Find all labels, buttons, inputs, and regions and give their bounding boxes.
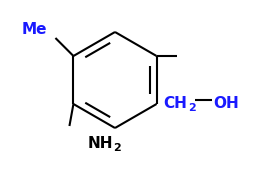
Text: Me: Me — [22, 22, 48, 37]
Text: NH: NH — [88, 136, 114, 151]
Text: OH: OH — [213, 96, 239, 111]
Text: 2: 2 — [188, 103, 196, 113]
Text: CH: CH — [163, 96, 187, 111]
Text: 2: 2 — [113, 143, 121, 153]
